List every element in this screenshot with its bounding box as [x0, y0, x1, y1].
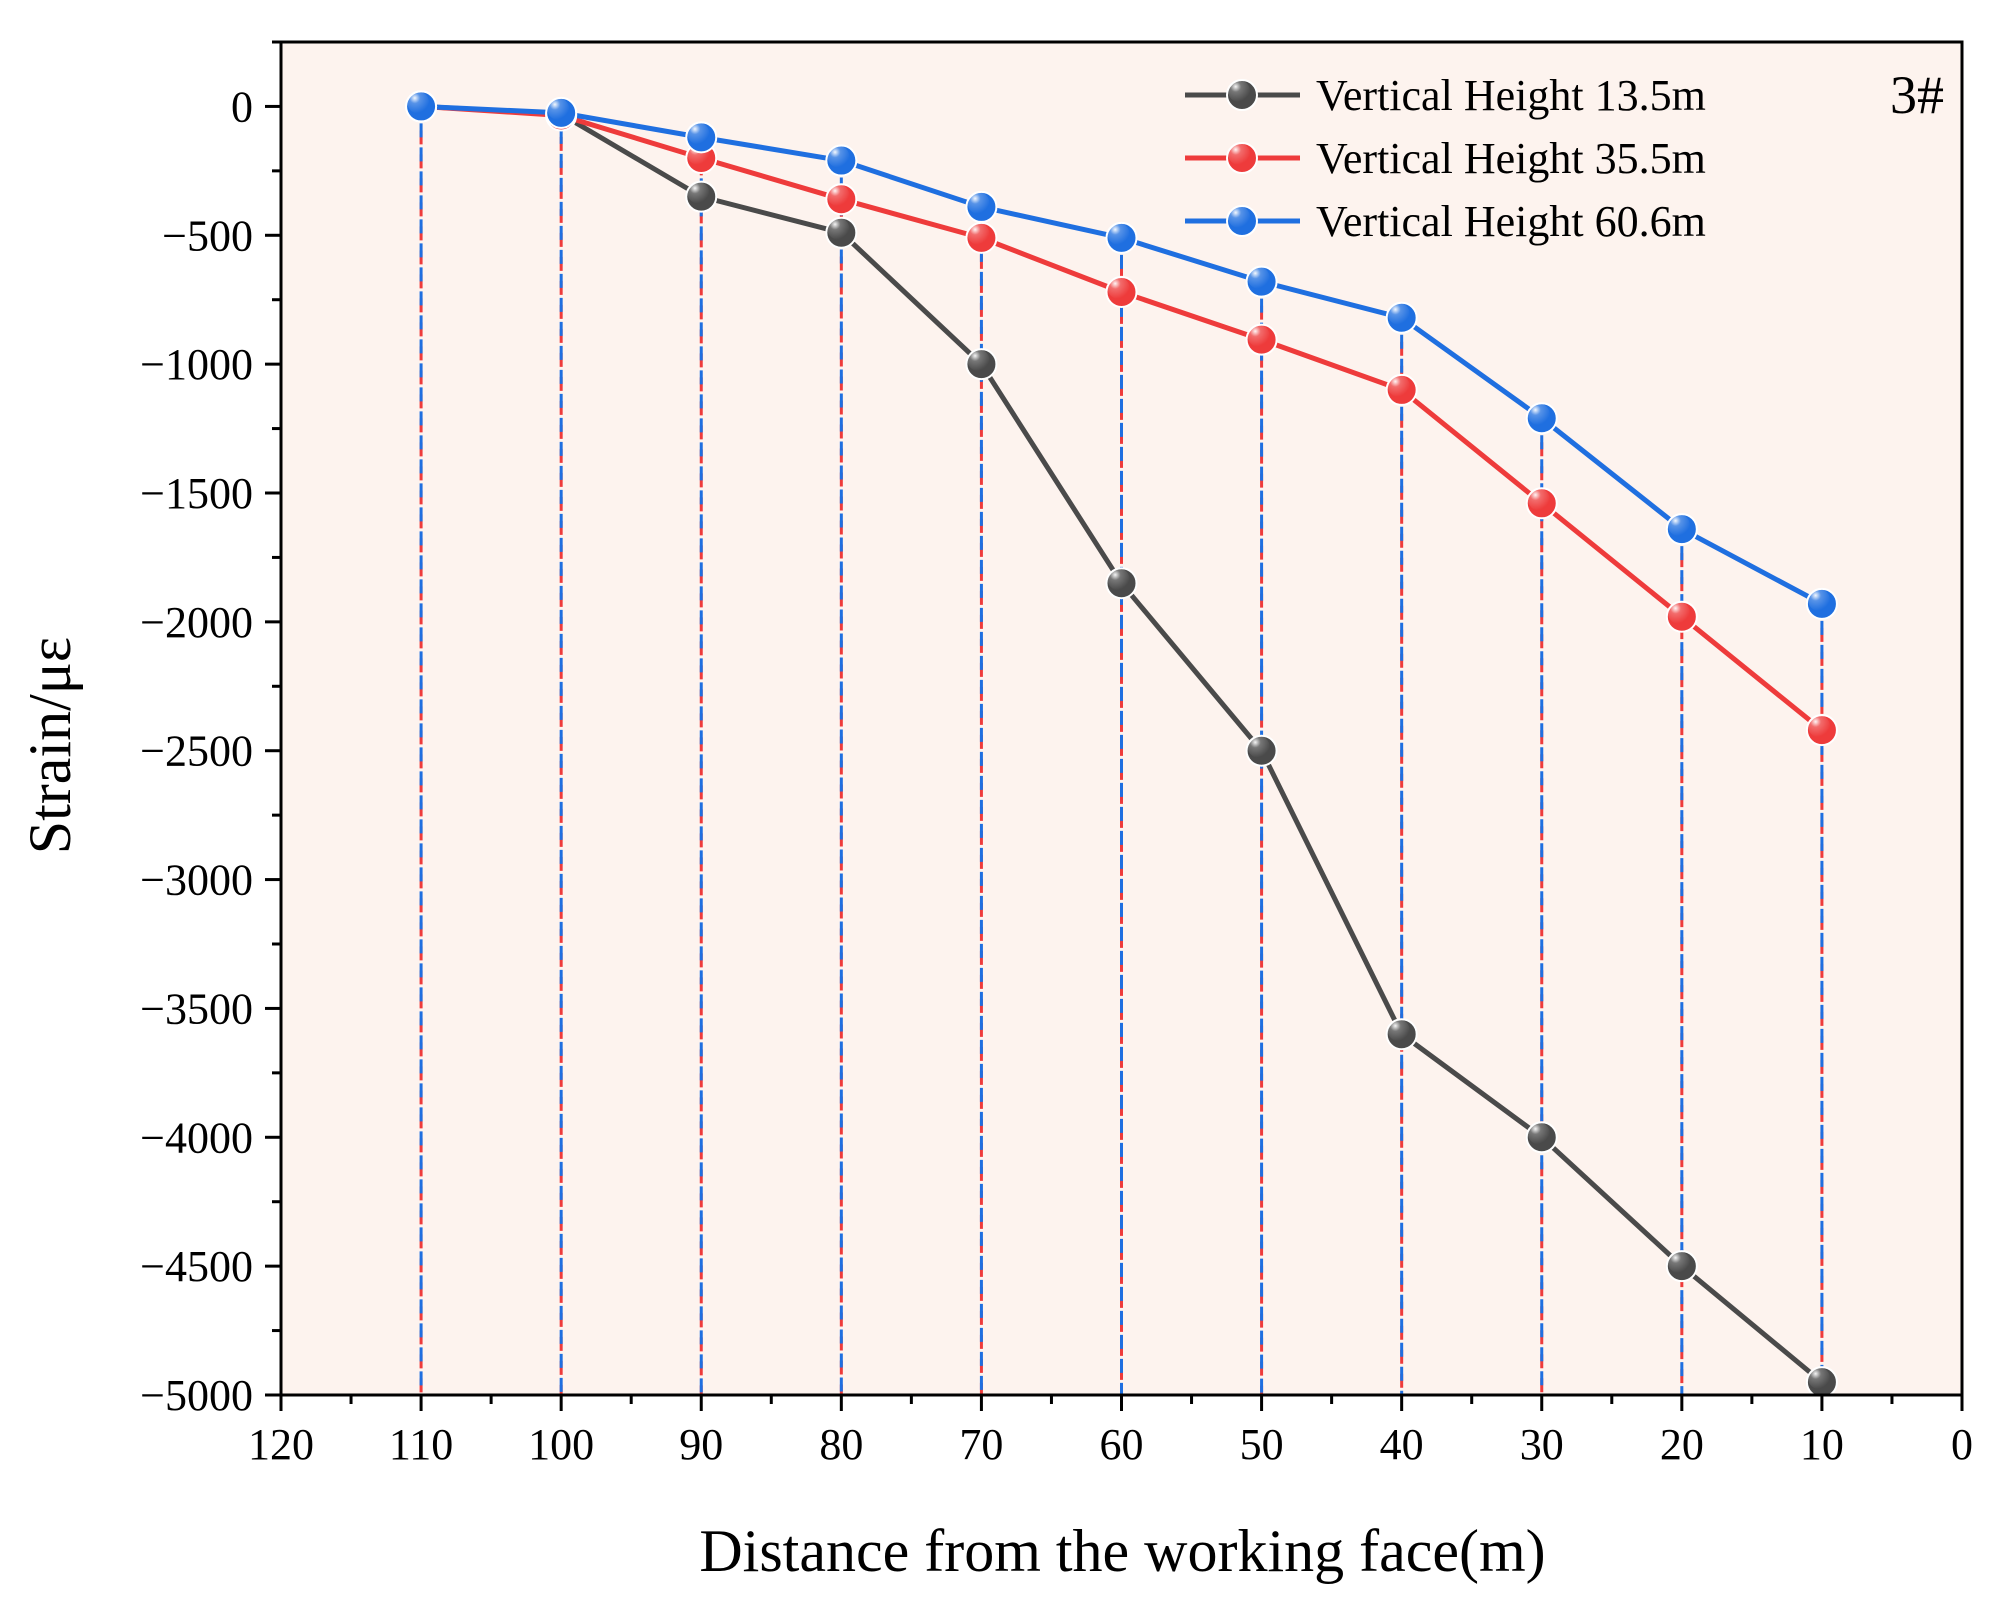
y-tick-label: −4000: [140, 1113, 253, 1162]
y-tick-label: −4500: [140, 1242, 253, 1291]
x-tick-label: 80: [819, 1420, 863, 1469]
series-3-point-shine: [407, 91, 430, 114]
y-tick-label: −3000: [140, 856, 253, 905]
series-2-point-shine: [1667, 601, 1690, 624]
x-tick-label: 10: [1800, 1420, 1844, 1469]
legend: Vertical Height 13.5m Vertical Height 35.…: [1185, 71, 1706, 246]
y-tick-label: −1000: [140, 340, 253, 389]
series-3-point-shine: [1807, 588, 1830, 611]
y-tick-label: −500: [162, 211, 253, 260]
series-1-point-shine: [1387, 1019, 1410, 1042]
legend-marker-shine-3: [1228, 206, 1250, 228]
series-2-point-shine: [1387, 374, 1410, 397]
series-2-point-shine: [967, 222, 990, 245]
series-3-point-shine: [1667, 514, 1690, 537]
series-3-point-shine: [547, 97, 570, 120]
y-tick-label: −2000: [140, 598, 253, 647]
y-tick-label: 0: [231, 82, 253, 131]
x-tick-label: 50: [1240, 1420, 1284, 1469]
x-tick-label: 40: [1380, 1420, 1424, 1469]
panel-label: 3#: [1890, 65, 1944, 125]
x-tick-label: 120: [248, 1420, 314, 1469]
x-tick-label: 100: [528, 1420, 594, 1469]
y-axis-tick-labels: 0 −500 −1000 −1500 −2000 −2500 −3000 −3500 −4000…: [140, 82, 253, 1420]
x-axis-tick-labels: 120 110 100 90 80 70 60 50 40 30 20 10 0: [248, 1420, 1973, 1469]
series-3-point-shine: [1387, 302, 1410, 325]
drop-lines: [419, 106, 1824, 1395]
series-1-point-shine: [827, 217, 850, 240]
series-2-point-shine: [1247, 324, 1270, 347]
y-tick-label: −3500: [140, 984, 253, 1033]
x-axis-title: Distance from the working face(m): [699, 1518, 1545, 1584]
series-1-point-shine: [1247, 735, 1270, 758]
series-1-point-shine: [1667, 1251, 1690, 1274]
legend-label-1: Vertical Height 13.5m: [1316, 71, 1706, 120]
x-tick-label: 110: [389, 1420, 453, 1469]
y-axis-title: Strain/με: [17, 637, 83, 854]
y-tick-label: −5000: [140, 1371, 253, 1420]
x-tick-label: 20: [1660, 1420, 1704, 1469]
series-3-point-shine: [827, 145, 850, 168]
x-tick-label: 90: [679, 1420, 723, 1469]
series-1-point-shine: [1527, 1122, 1550, 1145]
series-2-point-shine: [1807, 715, 1830, 738]
series-3-point-shine: [1107, 222, 1130, 245]
legend-label-3: Vertical Height 60.6m: [1316, 197, 1706, 246]
series-2-point-shine: [827, 184, 850, 207]
series-3-point-shine: [1247, 266, 1270, 289]
series-3-point-shine: [1527, 403, 1550, 426]
x-tick-label: 60: [1100, 1420, 1144, 1469]
series-3-point-shine: [687, 122, 710, 145]
x-tick-label: 70: [959, 1420, 1003, 1469]
series-markers: [405, 90, 1838, 1399]
y-axis-ticks: [265, 40, 281, 1397]
series-3-point-shine: [967, 191, 990, 214]
series-2-point-shine: [1527, 488, 1550, 511]
series-1-point-shine: [967, 349, 990, 372]
y-tick-label: −2500: [140, 727, 253, 776]
x-tick-label: 0: [1951, 1420, 1973, 1469]
x-axis-ticks: [279, 1395, 1964, 1411]
legend-marker-shine-1: [1228, 80, 1250, 102]
x-tick-label: 30: [1520, 1420, 1564, 1469]
legend-label-2: Vertical Height 35.5m: [1316, 134, 1706, 183]
series-2-point-shine: [1107, 276, 1130, 299]
series-1-point-shine: [1807, 1367, 1830, 1390]
y-tick-label: −1500: [140, 469, 253, 518]
series-1-point-shine: [1107, 568, 1130, 591]
legend-marker-shine-2: [1228, 143, 1250, 165]
series-1-point-shine: [687, 181, 710, 204]
